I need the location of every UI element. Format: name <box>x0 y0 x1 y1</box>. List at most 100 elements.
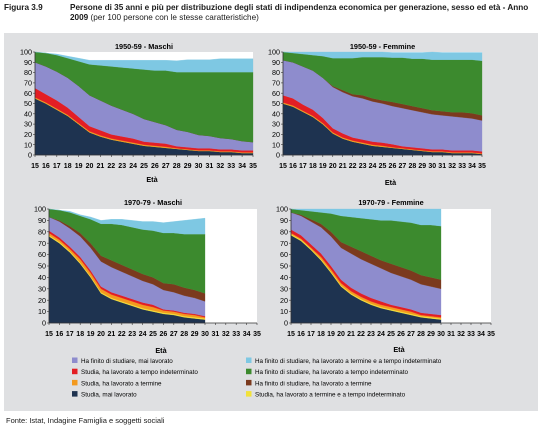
legend: Ha finito di studiare, mai lavorato Studi… <box>72 357 442 399</box>
x-tick-label: 22 <box>107 163 115 170</box>
x-tick-label: 33 <box>467 331 475 338</box>
y-tick-label: 20 <box>272 130 280 139</box>
y-tick-label: 50 <box>38 262 46 271</box>
y-tick-label: 70 <box>280 239 288 248</box>
y-tick-label: 20 <box>24 130 32 139</box>
y-tick-label: 90 <box>280 216 288 225</box>
x-tick-label: 23 <box>359 163 367 170</box>
legend-swatch-term <box>72 379 78 386</box>
y-tick-label: 60 <box>272 89 280 98</box>
y-tick-label: 20 <box>38 296 46 305</box>
y-tick-label: 40 <box>38 273 46 282</box>
x-tick-label: 28 <box>173 163 181 170</box>
legend-label-term: Studia, ha lavorato a termine <box>81 380 162 387</box>
x-tick-label: 18 <box>64 163 72 170</box>
x-tick-label: 21 <box>108 331 116 338</box>
x-tick-label: 25 <box>149 331 157 338</box>
y-tick-label: 100 <box>268 48 280 57</box>
figure-title: Persone di 35 anni e più per distribuzio… <box>70 3 538 23</box>
x-tick-label: 29 <box>191 331 199 338</box>
x-tick-label: 18 <box>317 331 325 338</box>
y-tick-label: 30 <box>272 120 280 129</box>
x-tick-label: 28 <box>417 331 425 338</box>
x-tick-label: 19 <box>319 163 327 170</box>
x-tick-label: 25 <box>140 163 148 170</box>
x-tick-label: 33 <box>232 331 240 338</box>
legend-swatch-mai <box>72 391 78 397</box>
x-axis-label: Età <box>155 346 167 355</box>
y-tick-label: 60 <box>24 89 32 98</box>
y-tick-label: 70 <box>38 239 46 248</box>
x-tick-label: 35 <box>253 331 261 338</box>
x-axis-label: Età <box>146 175 158 184</box>
x-tick-label: 31 <box>206 163 214 170</box>
legend-swatch-fin_mai <box>72 357 78 363</box>
x-tick-label: 22 <box>357 331 365 338</box>
x-tick-label: 32 <box>216 163 224 170</box>
chart-title: 1970-79 - Femmine <box>358 198 423 207</box>
x-tick-label: 34 <box>238 163 246 170</box>
y-tick-label: 80 <box>280 227 288 236</box>
figure-title-main: Persone di 35 anni e più per distribuzio… <box>70 3 529 22</box>
x-tick-label: 26 <box>389 163 397 170</box>
x-tick-label: 20 <box>337 331 345 338</box>
y-tick-label: 90 <box>24 58 32 67</box>
legend-label-fin_both: Ha finito di studiare, ha lavorato a ter… <box>255 358 442 365</box>
y-tick-label: 80 <box>24 68 32 77</box>
chart-title: 1950-59 - Femmine <box>350 42 415 51</box>
legend-label-fin_term: Ha finito di studiare, ha lavorato a ter… <box>255 380 372 387</box>
legend-label-fin_indet: Ha finito di studiare, ha lavorato a tem… <box>255 369 408 376</box>
legend-swatch-fin_both <box>246 357 252 363</box>
x-tick-label: 29 <box>427 331 435 338</box>
y-tick-label: 100 <box>276 205 288 214</box>
x-tick-label: 23 <box>367 331 375 338</box>
legend-label-fin_mai: Ha finito di studiare, mai lavorato <box>81 358 173 365</box>
x-tick-label: 24 <box>139 331 147 338</box>
legend-swatch-indet <box>72 368 78 375</box>
y-tick-label: 20 <box>280 296 288 305</box>
y-tick-label: 40 <box>280 273 288 282</box>
y-tick-label: 10 <box>272 140 280 149</box>
x-tick-label: 30 <box>201 331 209 338</box>
x-tick-label: 21 <box>97 163 105 170</box>
area-fin_both <box>48 208 206 235</box>
x-tick-label: 34 <box>468 163 476 170</box>
y-tick-label: 40 <box>24 109 32 118</box>
y-tick-label: 30 <box>280 284 288 293</box>
x-tick-label: 35 <box>487 331 495 338</box>
legend-label-mai: Studia, mai lavorato <box>81 392 137 399</box>
x-tick-label: 30 <box>437 331 445 338</box>
y-tick-label: 30 <box>38 284 46 293</box>
y-tick-label: 40 <box>272 109 280 118</box>
x-tick-label: 27 <box>162 163 170 170</box>
x-tick-label: 34 <box>477 331 485 338</box>
y-tick-label: 10 <box>24 140 32 149</box>
x-tick-label: 15 <box>287 331 295 338</box>
x-tick-label: 20 <box>329 163 337 170</box>
x-tick-label: 30 <box>428 163 436 170</box>
legend-swatch-term_indet <box>246 391 252 397</box>
x-axis-label: Età <box>385 178 397 187</box>
x-tick-label: 26 <box>160 331 168 338</box>
x-tick-label: 17 <box>53 163 61 170</box>
x-tick-label: 20 <box>86 163 94 170</box>
x-tick-label: 16 <box>297 331 305 338</box>
x-tick-label: 20 <box>97 331 105 338</box>
x-tick-label: 24 <box>129 163 137 170</box>
x-tick-label: 32 <box>448 163 456 170</box>
legend-label-indet: Studia, ha lavorato a tempo indeterminat… <box>81 369 198 376</box>
x-tick-label: 31 <box>447 331 455 338</box>
x-tick-label: 31 <box>438 163 446 170</box>
x-tick-label: 19 <box>87 331 95 338</box>
x-tick-label: 25 <box>387 331 395 338</box>
chart-title: 1970-79 - Maschi <box>124 198 182 207</box>
x-tick-label: 21 <box>339 163 347 170</box>
figure-label: Figura 3.9 <box>4 3 43 12</box>
x-tick-label: 18 <box>309 163 317 170</box>
y-tick-label: 60 <box>38 250 46 259</box>
x-tick-label: 32 <box>457 331 465 338</box>
